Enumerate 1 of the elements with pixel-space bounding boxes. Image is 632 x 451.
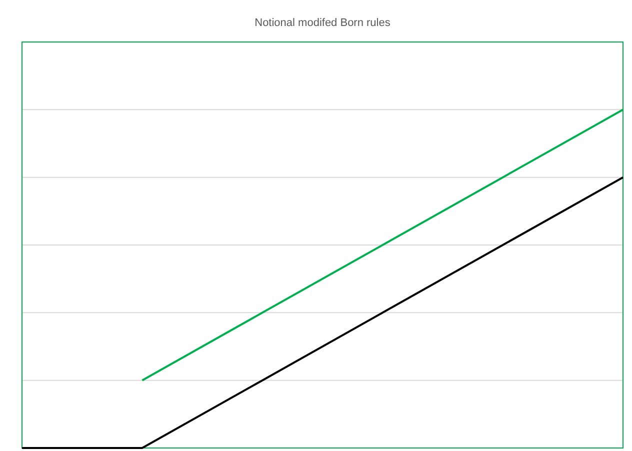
chart-title: Notional modifed Born rules bbox=[254, 17, 391, 29]
